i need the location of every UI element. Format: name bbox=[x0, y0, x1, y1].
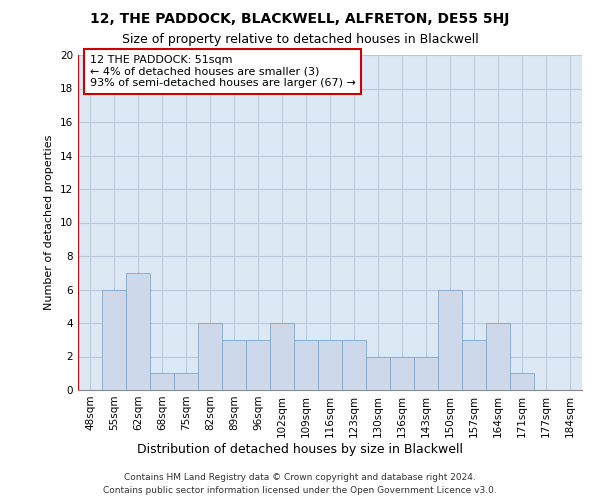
Bar bbox=[270, 323, 294, 390]
Bar bbox=[102, 290, 126, 390]
Bar bbox=[198, 323, 222, 390]
Text: 12 THE PADDOCK: 51sqm
← 4% of detached houses are smaller (3)
93% of semi-detach: 12 THE PADDOCK: 51sqm ← 4% of detached h… bbox=[90, 55, 356, 88]
Bar bbox=[438, 290, 462, 390]
Bar bbox=[414, 356, 438, 390]
Text: Distribution of detached houses by size in Blackwell: Distribution of detached houses by size … bbox=[137, 442, 463, 456]
Bar bbox=[318, 340, 342, 390]
Text: Size of property relative to detached houses in Blackwell: Size of property relative to detached ho… bbox=[122, 32, 478, 46]
Bar bbox=[390, 356, 414, 390]
Bar bbox=[462, 340, 486, 390]
Bar bbox=[366, 356, 390, 390]
Bar bbox=[126, 273, 150, 390]
Bar bbox=[174, 373, 198, 390]
Bar bbox=[246, 340, 270, 390]
Bar bbox=[486, 323, 510, 390]
Bar bbox=[150, 373, 174, 390]
Text: Contains public sector information licensed under the Open Government Licence v3: Contains public sector information licen… bbox=[103, 486, 497, 495]
Bar bbox=[510, 373, 534, 390]
Bar bbox=[342, 340, 366, 390]
Y-axis label: Number of detached properties: Number of detached properties bbox=[44, 135, 55, 310]
Text: Contains HM Land Registry data © Crown copyright and database right 2024.: Contains HM Land Registry data © Crown c… bbox=[124, 472, 476, 482]
Text: 12, THE PADDOCK, BLACKWELL, ALFRETON, DE55 5HJ: 12, THE PADDOCK, BLACKWELL, ALFRETON, DE… bbox=[91, 12, 509, 26]
Bar bbox=[222, 340, 246, 390]
Bar bbox=[294, 340, 318, 390]
